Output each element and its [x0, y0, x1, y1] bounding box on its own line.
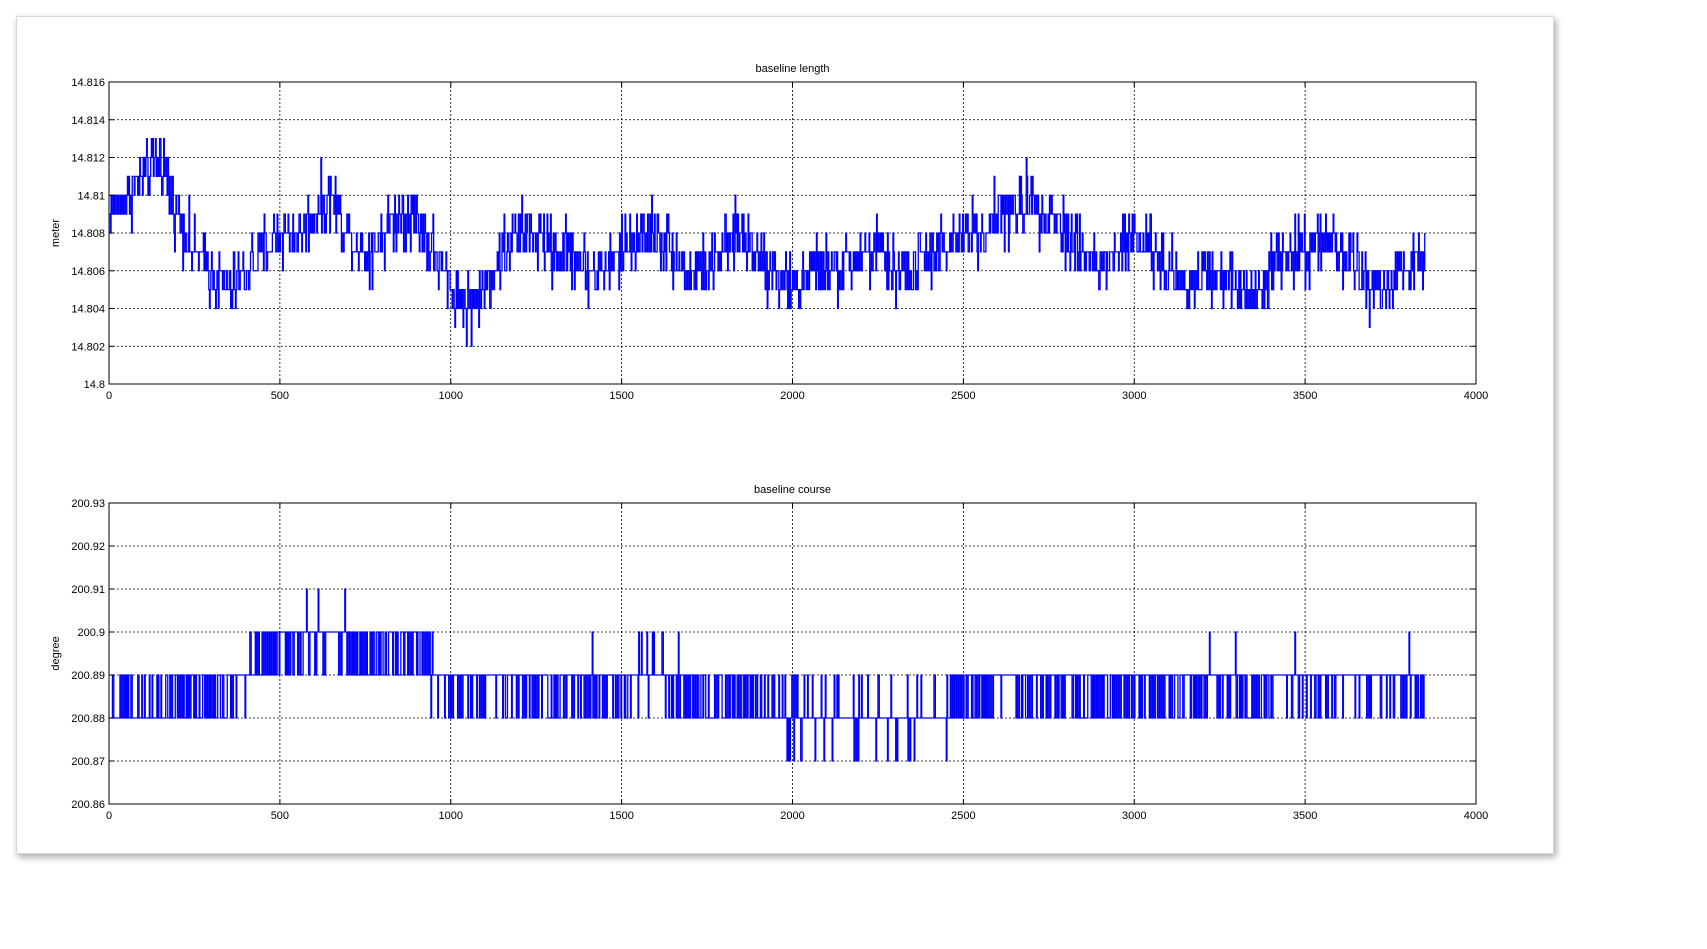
- y-tick-label: 14.806: [71, 266, 105, 278]
- x-tick-label: 2000: [780, 810, 804, 822]
- y-axis-ticks: 14.8 14.802 14.804 14.806 14.808 14.81 14.812 1…: [71, 77, 1476, 391]
- x-tick-label: 2500: [951, 390, 975, 402]
- y-tick-label: 200.93: [71, 498, 105, 510]
- x-tick-label: 4000: [1464, 390, 1488, 402]
- x-tick-label: 2000: [780, 390, 804, 402]
- y-tick-label: 200.91: [71, 584, 105, 596]
- x-axis-ticks: 0 500 1000 1500 2000 2500 3000 3500 4000: [106, 82, 1488, 402]
- y-tick-label: 14.804: [71, 304, 105, 316]
- x-tick-label: 1000: [439, 810, 463, 822]
- x-tick-label: 1000: [439, 390, 463, 402]
- x-axis-ticks: 0 500 1000 1500 2000 2500 3000 3500 4000: [106, 503, 1488, 822]
- series-path: [109, 588, 1425, 762]
- baseline-course-chart: 0 500 1000 1500 2000 2500 3000 3500 4000 200.862…: [50, 484, 1488, 822]
- y-axis-label: degree: [50, 636, 62, 670]
- baseline-length-chart: 0 500 1000 1500 2000 2500 3000 3500 4000 14.814.…: [50, 63, 1488, 402]
- x-tick-label: 0: [106, 390, 112, 402]
- x-tick-label: 3000: [1122, 390, 1146, 402]
- y-tick-label: 14.808: [71, 228, 105, 240]
- x-tick-label: 3000: [1122, 810, 1146, 822]
- x-tick-label: 0: [106, 810, 112, 822]
- plot-area: [109, 503, 1476, 804]
- y-tick-label: 200.9: [77, 627, 105, 639]
- series-path: [109, 137, 1426, 347]
- y-tick-label: 200.88: [71, 713, 105, 725]
- x-tick-label: 500: [271, 810, 289, 822]
- y-tick-label: 200.86: [71, 799, 105, 811]
- y-tick-label: 200.89: [71, 670, 105, 682]
- x-tick-label: 3500: [1293, 810, 1317, 822]
- y-tick-label: 14.814: [71, 115, 105, 127]
- x-tick-label: 4000: [1464, 810, 1488, 822]
- y-tick-label: 200.92: [71, 541, 105, 553]
- y-axis-ticks: 200.86 200.87 200.88 200.89 200.9 200.91 200.9…: [71, 498, 1476, 811]
- y-tick-label: 14.802: [71, 341, 105, 353]
- chart-title: baseline course: [754, 484, 831, 496]
- series-line: [109, 588, 1425, 762]
- y-tick-label: 14.816: [71, 77, 105, 89]
- x-tick-label: 2500: [951, 810, 975, 822]
- x-tick-label: 1500: [609, 810, 633, 822]
- x-tick-label: 1500: [609, 390, 633, 402]
- y-axis-label: meter: [50, 219, 62, 247]
- series-line: [109, 137, 1426, 347]
- y-tick-label: 14.812: [71, 153, 105, 165]
- x-tick-label: 500: [271, 390, 289, 402]
- y-tick-label: 200.87: [71, 756, 105, 768]
- y-tick-label: 14.8: [84, 379, 105, 391]
- y-tick-label: 14.81: [77, 190, 105, 202]
- chart-title: baseline length: [755, 63, 829, 75]
- x-tick-label: 3500: [1293, 390, 1317, 402]
